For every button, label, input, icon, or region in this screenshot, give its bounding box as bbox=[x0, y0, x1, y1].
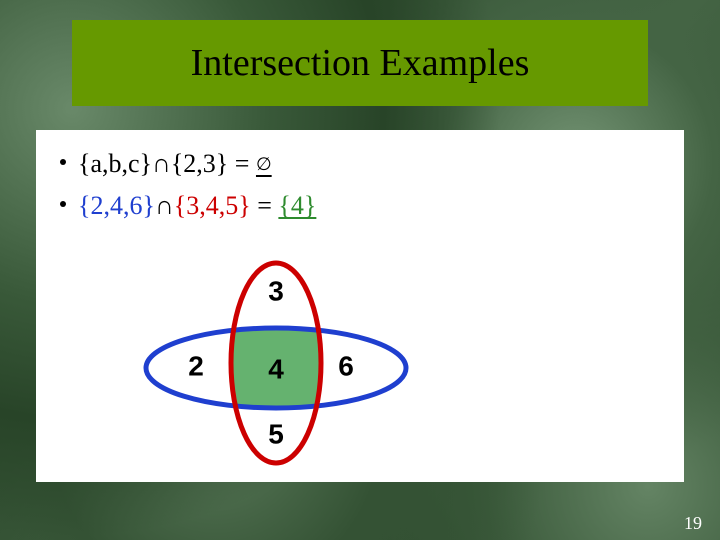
b2-eq: = bbox=[251, 191, 279, 220]
venn-label-6: 6 bbox=[338, 350, 354, 381]
venn-label-4: 4 bbox=[268, 353, 284, 384]
b2-left: {2,4,6} bbox=[78, 191, 155, 220]
bullet-2-text: {2,4,6}∩{3,4,5} = {4} bbox=[78, 186, 316, 226]
bullet-dot-icon bbox=[60, 159, 66, 165]
bullet-1: {a,b,c}∩{2,3} = ∅ bbox=[54, 144, 316, 184]
slide-title: Intersection Examples bbox=[191, 41, 530, 85]
b1-answer: ∅ bbox=[256, 154, 272, 174]
venn-label-5: 5 bbox=[268, 418, 284, 449]
venn-label-3: 3 bbox=[268, 275, 284, 306]
content-panel: {a,b,c}∩{2,3} = ∅ {2,4,6}∩{3,4,5} = {4} bbox=[36, 130, 684, 482]
b1-left: {a,b,c} bbox=[78, 149, 152, 178]
b2-op: ∩ bbox=[155, 191, 174, 220]
b1-blank: ∅ bbox=[256, 149, 272, 178]
b1-right: {2,3} bbox=[171, 149, 228, 178]
venn-label-2: 2 bbox=[188, 350, 204, 381]
page-number: 19 bbox=[684, 513, 702, 534]
venn-svg: 3 2 4 6 5 bbox=[106, 238, 456, 468]
title-bar: Intersection Examples bbox=[72, 20, 648, 106]
b1-op: ∩ bbox=[152, 149, 171, 178]
bullet-list: {a,b,c}∩{2,3} = ∅ {2,4,6}∩{3,4,5} = {4} bbox=[54, 144, 316, 229]
b2-right: {3,4,5} bbox=[174, 191, 251, 220]
bullet-2: {2,4,6}∩{3,4,5} = {4} bbox=[54, 186, 316, 226]
bullet-1-text: {a,b,c}∩{2,3} = ∅ bbox=[78, 144, 272, 184]
b2-answer: {4} bbox=[278, 191, 316, 220]
b1-eq: = bbox=[228, 149, 256, 178]
bullet-dot-icon bbox=[60, 201, 66, 207]
venn-diagram: 3 2 4 6 5 bbox=[106, 238, 456, 468]
